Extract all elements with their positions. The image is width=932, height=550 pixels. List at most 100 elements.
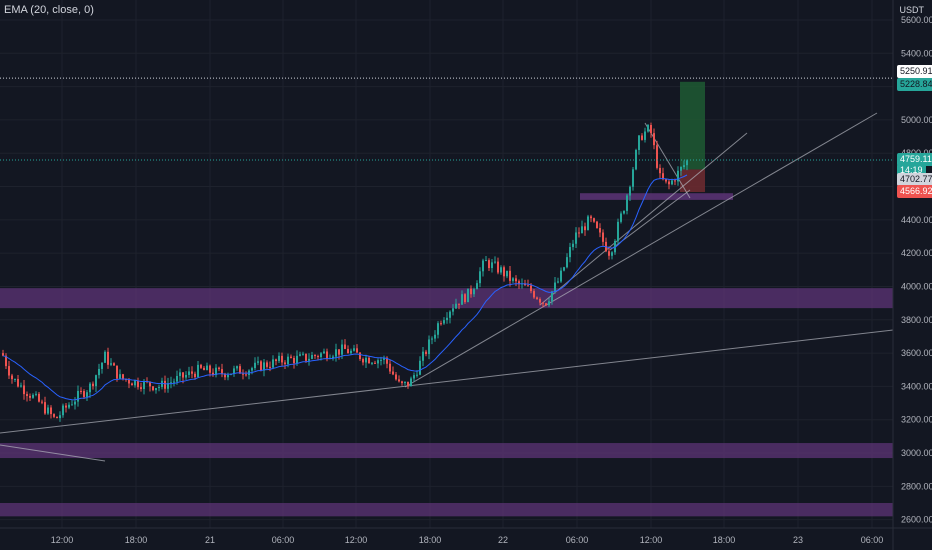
candle-body xyxy=(638,135,640,150)
candle xyxy=(308,353,310,366)
candle-body xyxy=(335,349,337,357)
candle-body xyxy=(305,353,307,361)
candle-body xyxy=(119,374,121,379)
candle xyxy=(158,384,160,392)
candle-body xyxy=(611,252,613,256)
candle-body xyxy=(665,179,667,182)
candle-body xyxy=(398,379,400,382)
candle-body xyxy=(311,355,313,359)
candle-body xyxy=(77,390,79,402)
candle xyxy=(68,402,70,410)
candle-body xyxy=(110,363,112,365)
candle-body xyxy=(302,353,304,355)
candle-body xyxy=(122,374,124,379)
candle-body xyxy=(431,338,433,340)
candle xyxy=(401,380,403,386)
candle-body xyxy=(287,356,289,365)
support-zone xyxy=(0,443,893,459)
candle-body xyxy=(104,351,106,363)
candle xyxy=(647,124,649,133)
price-tick-label: 5000.00 xyxy=(901,115,932,125)
candle xyxy=(50,405,52,419)
candle-body xyxy=(467,288,469,303)
candle-body xyxy=(671,180,673,185)
candle xyxy=(260,360,262,372)
candle xyxy=(479,267,481,288)
candle xyxy=(443,317,445,325)
candle-body xyxy=(257,361,259,363)
candle-body xyxy=(419,360,421,375)
candle-body xyxy=(101,362,103,369)
candle xyxy=(83,389,85,400)
candle-body xyxy=(338,349,340,355)
candle xyxy=(461,290,463,305)
candle xyxy=(62,403,64,418)
candle xyxy=(221,363,223,378)
candle-body xyxy=(5,355,7,367)
candle-body xyxy=(542,302,544,304)
candle-body xyxy=(251,368,253,371)
candle xyxy=(623,210,625,215)
time-tick-label: 22 xyxy=(498,535,508,545)
candle-body xyxy=(497,261,499,273)
candle xyxy=(452,304,454,316)
candle-body xyxy=(443,320,445,324)
candle xyxy=(77,385,79,407)
candle-body xyxy=(344,344,346,349)
candle xyxy=(371,361,373,366)
trendlines[interactable] xyxy=(0,112,894,462)
candle xyxy=(35,391,37,397)
candle-body xyxy=(452,308,454,312)
candle xyxy=(134,379,136,388)
candle-body xyxy=(584,226,586,231)
trendline xyxy=(644,122,691,199)
candle xyxy=(290,354,292,359)
candle xyxy=(17,375,19,388)
candle-body xyxy=(128,379,130,384)
candle-body xyxy=(362,358,364,363)
candle xyxy=(293,355,295,369)
candle xyxy=(566,253,568,269)
candle xyxy=(113,362,115,366)
candle-body xyxy=(479,271,481,284)
support-zone xyxy=(0,288,893,309)
candle-body xyxy=(320,353,322,358)
candle-body xyxy=(197,364,199,378)
candle xyxy=(551,290,553,305)
candle xyxy=(620,211,622,224)
candle-body xyxy=(284,362,286,365)
long-position-tool[interactable] xyxy=(680,81,705,193)
candle-body xyxy=(62,405,64,416)
horizontal-levels[interactable] xyxy=(0,77,893,161)
candle-body xyxy=(242,373,244,375)
candle-body xyxy=(440,323,442,325)
candle xyxy=(419,356,421,376)
candle xyxy=(107,347,109,369)
candle-body xyxy=(428,339,430,355)
candle xyxy=(14,378,16,383)
candle xyxy=(353,344,355,352)
candle-body xyxy=(461,294,463,305)
candle xyxy=(413,372,415,382)
candle-body xyxy=(83,391,85,397)
candle xyxy=(80,387,82,395)
candle xyxy=(641,133,643,141)
candle-body xyxy=(50,407,52,415)
candle-body xyxy=(65,405,67,408)
candle xyxy=(668,179,670,190)
candle-body xyxy=(569,247,571,258)
candle xyxy=(242,369,244,380)
time-tick-label: 06:00 xyxy=(566,535,589,545)
candle xyxy=(629,185,631,202)
candle-body xyxy=(206,365,208,371)
candle-body xyxy=(530,285,532,292)
chart-grid xyxy=(0,0,893,528)
ema-indicator-label[interactable]: EMA (20, close, 0) xyxy=(4,4,94,16)
candle-body xyxy=(509,270,511,281)
candle-body xyxy=(662,173,664,180)
candle-body xyxy=(683,165,685,167)
time-axis[interactable]: 12:00 18:00 21 06:00 12:00 18:00 22 06:00 12:00 1… xyxy=(0,527,932,545)
candle-body xyxy=(152,386,154,391)
candle xyxy=(383,355,385,365)
